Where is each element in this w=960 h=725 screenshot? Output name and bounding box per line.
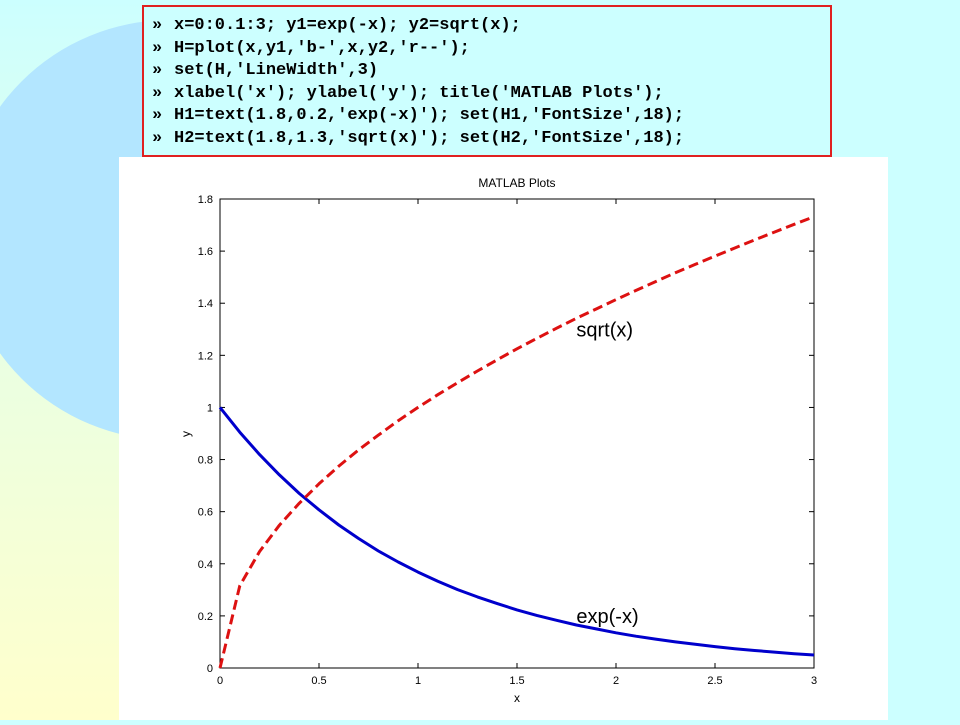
y-tick-label: 0.4 (198, 559, 213, 571)
code-line: » x=0:0.1:3; y1=exp(-x); y2=sqrt(x); (152, 15, 830, 38)
annotation-label: sqrt(x) (576, 319, 633, 341)
x-tick-label: 2.5 (707, 675, 722, 687)
code-text: set(H,'LineWidth',3) (174, 61, 379, 80)
y-tick-label: 0.6 (198, 507, 213, 519)
y-tick-label: 1.2 (198, 350, 213, 362)
chart-title: MATLAB Plots (478, 176, 555, 190)
prompt-symbol: » (152, 38, 163, 58)
x-tick-label: 3 (811, 675, 817, 687)
code-text: xlabel('x'); ylabel('y'); title('MATLAB … (174, 83, 664, 103)
annotation-label: exp(-x) (576, 606, 638, 628)
code-line: » xlabel('x'); ylabel('y'); title('MATLAB… (152, 83, 830, 106)
prompt-symbol: » (152, 106, 163, 125)
code-line: » set(H,'LineWidth',3) (152, 60, 830, 83)
y-axis-label: y (179, 431, 193, 437)
y-tick-label: 1.4 (198, 298, 213, 310)
code-listing: » x=0:0.1:3; y1=exp(-x); y2=sqrt(x); » H=p… (142, 5, 832, 157)
code-line: » H=plot(x,y1,'b-',x,y2,'r--'); (152, 38, 830, 61)
y-tick-label: 0.8 (198, 455, 213, 467)
code-line: » H1=text(1.8,0.2,'exp(-x)'); set(H1,'Fon… (152, 105, 830, 128)
y-tick-label: 1.6 (198, 246, 213, 258)
x-tick-label: 1.5 (509, 675, 524, 687)
x-tick-label: 1 (415, 675, 421, 687)
code-text: x=0:0.1:3; y1=exp(-x); y2=sqrt(x); (174, 16, 521, 35)
y-tick-label: 0 (207, 663, 213, 675)
plot-area (219, 198, 815, 669)
code-text: H=plot(x,y1,'b-',x,y2,'r--'); (174, 38, 470, 58)
x-tick-label: 0 (217, 675, 223, 687)
line-chart: MATLAB Plots 0 0.5 1 1.5 2 2.5 3 0 0.2 0.4 0.6 0.8 1… (179, 176, 817, 705)
x-tick-label: 2 (613, 675, 619, 687)
prompt-symbol: » (152, 61, 163, 80)
y-tick-label: 1 (207, 402, 213, 414)
prompt-symbol: » (152, 83, 163, 103)
code-line: » H2=text(1.8,1.3,'sqrt(x)'); set(H2,'Fon… (152, 128, 830, 151)
code-text: H1=text(1.8,0.2,'exp(-x)'); set(H1,'Font… (174, 106, 685, 125)
series-line-sqrt (218, 215, 815, 669)
series-line-exp (218, 406, 815, 657)
prompt-symbol: » (152, 128, 163, 148)
code-text: H2=text(1.8,1.3,'sqrt(x)'); set(H2,'Font… (174, 128, 685, 148)
prompt-symbol: » (152, 16, 163, 35)
plot-panel: MATLAB Plots 0 0.5 1 1.5 2 2.5 3 0 0.2 0.4 0.6 0.8 1… (119, 157, 888, 720)
x-axis-label: x (514, 691, 520, 705)
y-tick-label: 0.2 (198, 611, 213, 623)
x-tick-label: 0.5 (311, 675, 326, 687)
y-tick-label: 1.8 (198, 194, 213, 206)
